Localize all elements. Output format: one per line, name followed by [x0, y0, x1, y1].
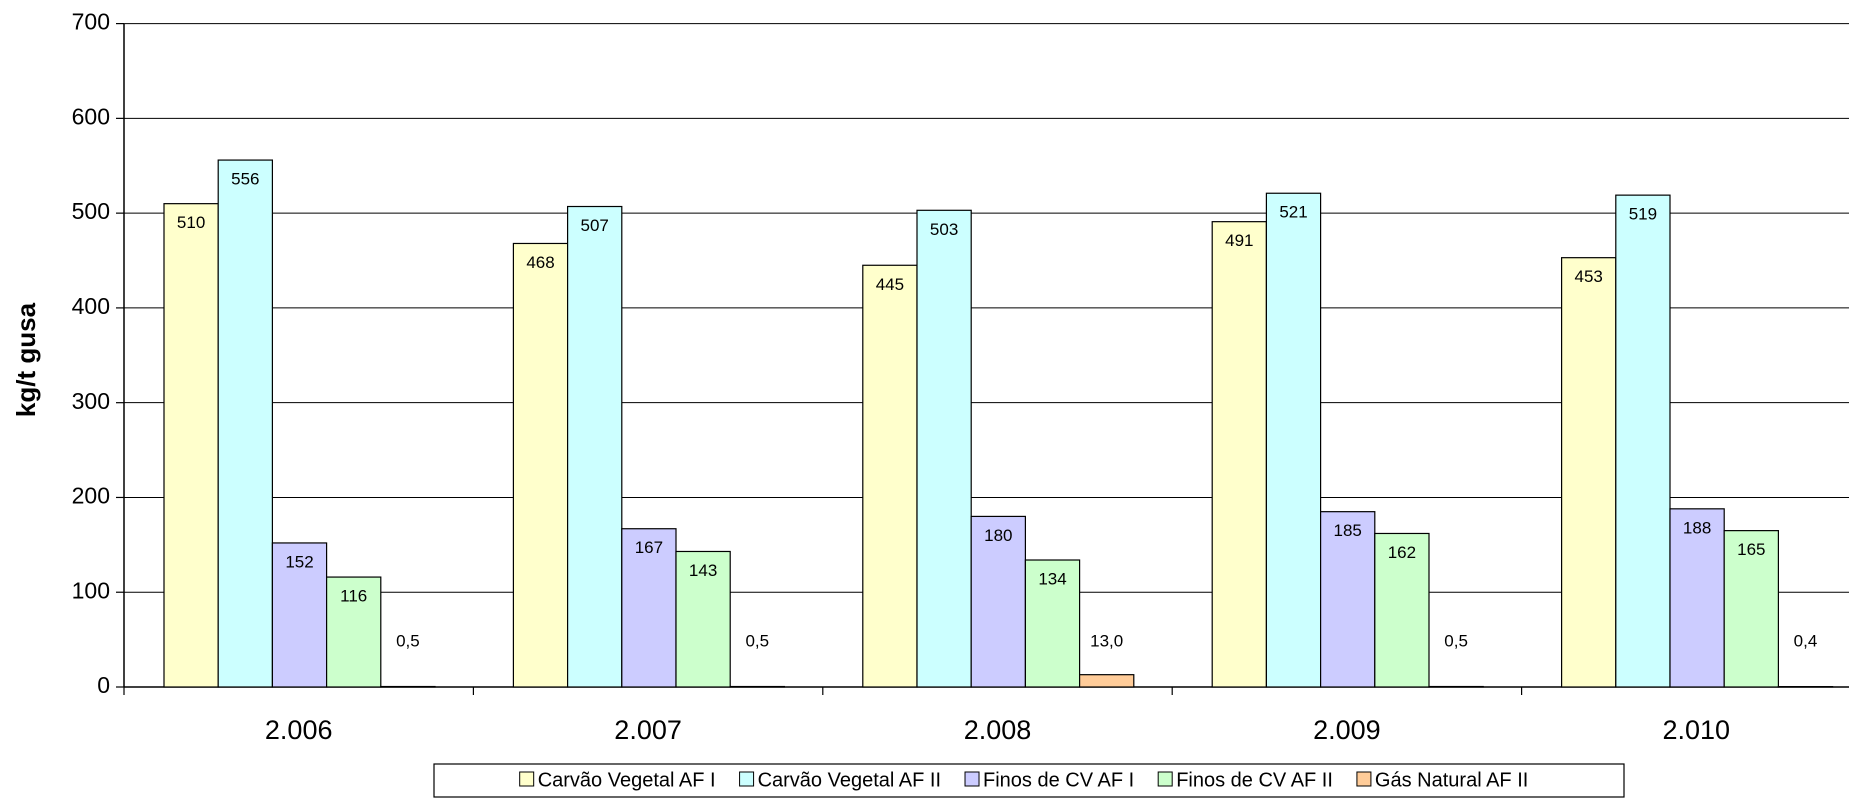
data-label: 453 [1575, 267, 1603, 286]
legend-label: Carvão Vegetal AF II [758, 769, 941, 791]
data-label: 521 [1279, 203, 1307, 222]
data-label: 185 [1334, 521, 1362, 540]
y-tick-label: 600 [72, 103, 110, 129]
bar [970, 515, 1027, 688]
bar [1560, 257, 1617, 688]
data-label: 134 [1038, 569, 1066, 588]
bar [675, 550, 731, 688]
bar [916, 209, 972, 688]
bar [566, 205, 623, 688]
y-tick-label: 300 [72, 388, 110, 414]
bar [512, 242, 569, 688]
legend-label: Finos de CV AF II [1176, 769, 1333, 791]
legend-label: Gás Natural AF II [1375, 769, 1528, 791]
bar [862, 264, 918, 688]
legend: Carvão Vegetal AF I Carvão Vegetal AF II F… [433, 763, 1625, 798]
y-tick-label: 200 [72, 483, 110, 509]
y-tick-label: 100 [72, 577, 110, 603]
bar [1265, 192, 1322, 688]
data-label: 167 [635, 538, 663, 557]
data-label: 152 [285, 552, 313, 571]
data-label: 519 [1629, 205, 1657, 224]
bar [1211, 221, 1267, 688]
legend-label: Carvão Vegetal AF I [538, 769, 716, 791]
legend-label: Finos de CV AF I [983, 769, 1134, 791]
y-axis-label: kg/t gusa [11, 302, 41, 417]
data-label: 143 [689, 561, 717, 580]
x-tick-label: 2.008 [964, 715, 1032, 745]
data-label: 13,0 [1090, 631, 1123, 650]
legend-swatch [1157, 771, 1173, 787]
legend-box [433, 763, 1625, 798]
legend-swatch [739, 771, 755, 787]
bar [1319, 511, 1376, 688]
legend-swatch [519, 771, 535, 787]
data-label: 491 [1225, 231, 1253, 250]
bar [1669, 508, 1725, 688]
data-label: 0,4 [1794, 631, 1818, 650]
bar [1024, 559, 1081, 688]
bar [1078, 674, 1135, 688]
data-label: 510 [177, 213, 205, 232]
bar [1374, 532, 1430, 688]
y-tick-label: 700 [72, 9, 110, 35]
x-tick-label: 2.007 [614, 715, 682, 745]
data-label: 180 [984, 526, 1012, 545]
y-tick-label: 0 [97, 672, 110, 698]
data-label: 445 [876, 275, 904, 294]
bar [217, 159, 273, 688]
data-label: 507 [581, 216, 609, 235]
y-tick-label: 500 [72, 198, 110, 224]
legend-swatch [964, 771, 980, 787]
legend-swatch [1356, 771, 1372, 787]
x-tick-label: 2.006 [265, 715, 333, 745]
data-label: 116 [340, 587, 367, 606]
bar [1615, 194, 1671, 688]
x-tick-label: 2.010 [1663, 715, 1731, 745]
data-label: 162 [1388, 543, 1416, 562]
bar [326, 576, 382, 688]
data-label: 188 [1683, 518, 1711, 537]
data-label: 0,5 [745, 631, 769, 650]
data-label: 0,5 [396, 631, 420, 650]
bar [1723, 530, 1779, 688]
data-label: 503 [930, 220, 958, 239]
bar [163, 203, 219, 688]
data-label: 0,5 [1444, 631, 1468, 650]
data-label: 468 [526, 253, 554, 272]
bar [621, 528, 677, 688]
x-tick-label: 2.009 [1313, 715, 1381, 745]
data-label: 556 [231, 170, 259, 189]
bar [271, 542, 328, 688]
data-label: 165 [1737, 540, 1765, 559]
y-tick-label: 400 [72, 293, 110, 319]
